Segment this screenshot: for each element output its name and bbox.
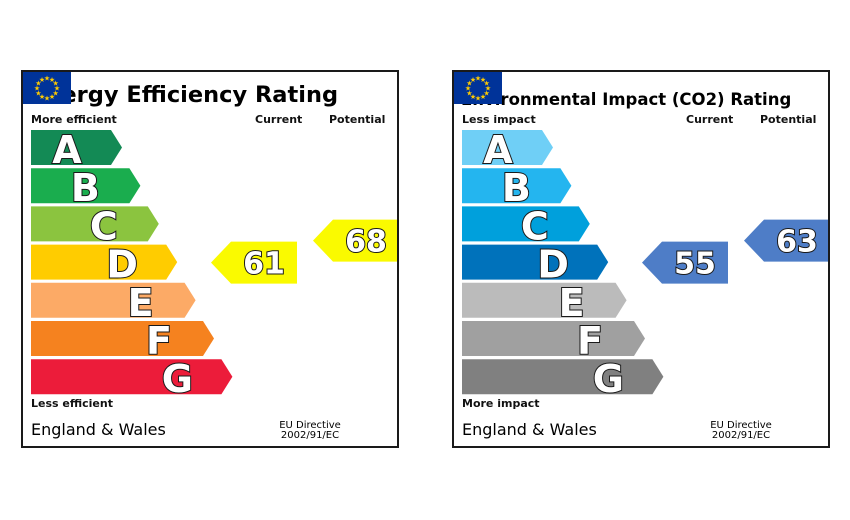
potential-rating-marker: 68 [313,219,397,262]
current-column-header: Current [255,113,303,126]
flag-star: ★ [470,93,476,101]
flag-background [454,72,502,104]
rating-band-e [31,282,196,318]
band-letter-d: D [537,243,569,287]
potential-rating-marker: 63 [744,219,828,262]
band-letter-b: B [71,166,100,210]
directive-line-2: 2002/91/EC [711,430,771,441]
band-letter-d: D [106,243,138,287]
rating-band-f [31,321,214,356]
flag-star: ★ [34,85,40,93]
flag-star: ★ [485,85,491,93]
region-label: England & Wales [31,420,166,439]
current-column-header: Current [686,113,734,126]
potential-arrow [744,219,828,262]
flag-background [23,72,71,104]
rating-band-c [462,206,590,242]
flag-star: ★ [53,80,59,88]
bottom-label: Less efficient [31,397,113,410]
current-rating-marker: 55 [642,241,728,284]
flag-star: ★ [475,75,481,83]
rating-band-f [462,321,645,356]
potential-rating-value: 63 [776,225,818,260]
eu-directive-label: EU Directive 2002/91/EC [706,421,776,441]
rating-band-e [462,282,627,318]
flag-star: ★ [466,80,472,88]
rating-band-g [31,359,233,395]
flag-star: ★ [475,95,481,103]
band-letter-c: C [90,204,118,248]
band-letter-e: E [559,281,585,325]
current-rating-marker: 61 [211,241,297,284]
directive-line-1: EU Directive [279,420,341,431]
band-letter-c: C [521,204,549,248]
band-letter-b: B [502,166,531,210]
bottom-label: More impact [462,397,540,410]
band-letter-a: A [483,128,513,172]
flag-star: ★ [484,90,490,98]
flag-star: ★ [470,76,476,84]
rating-band-g [462,359,664,395]
flag-star: ★ [49,93,55,101]
chart-title: Energy Efficiency Rating [30,82,339,108]
eu-flag-icon: ★★★★★★★★★★★★ [23,72,71,104]
flag-star: ★ [465,85,471,93]
rating-band-c [31,206,159,242]
current-arrow [642,241,728,284]
rating-band-a [462,130,553,165]
flag-star: ★ [35,90,41,98]
band-letter-e: E [128,281,154,325]
flag-star: ★ [466,90,472,98]
potential-arrow [313,219,397,262]
band-letter-a: A [52,128,82,172]
band-letter-g: G [162,357,193,401]
flag-star: ★ [480,76,486,84]
region-label: England & Wales [462,420,597,439]
current-arrow [211,241,297,284]
flag-star: ★ [480,93,486,101]
directive-line-1: EU Directive [710,420,772,431]
chart-title: Environmental Impact (CO2) Rating [461,90,792,109]
flag-star: ★ [49,76,55,84]
top-label: Less impact [462,113,536,126]
energy-efficiency-panel: Energy Efficiency Rating More efficient … [21,70,399,448]
environmental-impact-panel: Environmental Impact (CO2) Rating Less i… [452,70,830,448]
flag-star: ★ [54,85,60,93]
rating-band-d [31,244,178,280]
potential-rating-value: 68 [345,225,387,260]
flag-star: ★ [44,95,50,103]
current-rating-value: 61 [243,247,285,282]
band-letter-f: F [146,319,172,363]
band-letter-g: G [593,357,624,401]
potential-column-header: Potential [760,113,817,126]
current-rating-value: 55 [674,247,716,282]
directive-line-2: 2002/91/EC [280,430,340,441]
rating-band-b [31,168,141,204]
flag-star: ★ [44,75,50,83]
band-letter-f: F [577,319,603,363]
top-label: More efficient [31,113,117,126]
potential-column-header: Potential [329,113,386,126]
eu-flag-icon: ★★★★★★★★★★★★ [454,72,502,104]
flag-star: ★ [484,80,490,88]
rating-band-b [462,168,572,204]
flag-star: ★ [53,90,59,98]
flag-star: ★ [39,93,45,101]
flag-star: ★ [35,80,41,88]
flag-star: ★ [39,76,45,84]
rating-band-a [31,130,122,165]
rating-band-d [462,244,609,280]
eu-directive-label: EU Directive 2002/91/EC [275,421,345,441]
